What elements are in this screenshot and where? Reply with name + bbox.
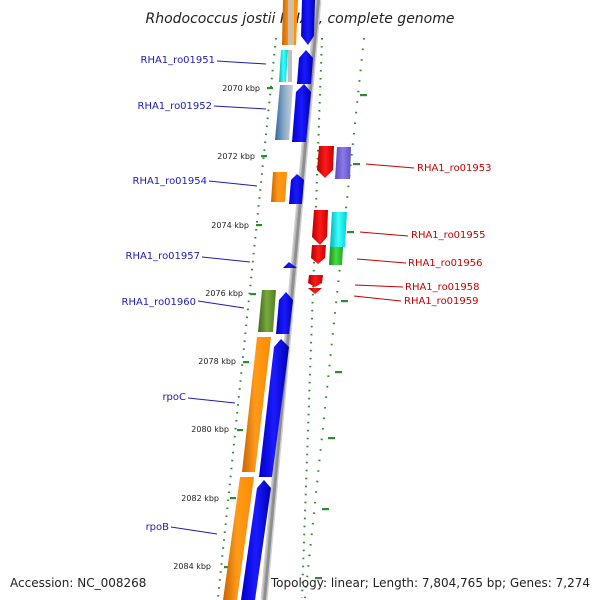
gene-label: rpoC [162,392,186,403]
scale-label: 2072 kbp [217,152,255,161]
scale-label: 2084 kbp [173,562,211,571]
gene-ro01954 [271,172,287,202]
scale-label: 2070 kbp [222,84,260,93]
gene-rpoB [223,477,254,600]
right-label-connectors [353,163,415,302]
gene-rpoC [242,337,271,472]
gene-label: RHA1_ro01959 [404,296,479,307]
gene-ro01955 [312,210,328,245]
inner-left-dotted-track [217,37,277,599]
gene-label: RHA1_ro01953 [417,163,492,174]
scale-label: 2080 kbp [191,425,229,434]
gene-label: RHA1_ro01960 [122,297,197,308]
scale-label: 2074 kbp [211,221,249,230]
gene-label: RHA1_ro01955 [411,230,486,241]
gene-feature-red [311,245,326,264]
reverse-strand-features [308,146,351,294]
gene-ro01951 [279,50,288,82]
gene-feature-purple [335,147,351,179]
accession-text: Accession: NC_008268 [10,576,147,590]
gene-feature-blue [289,174,304,204]
gene-feature-blue [276,292,293,334]
left-label-connectors [170,60,267,535]
gene-label: RHA1_ro01951 [141,55,216,66]
gene-feature-cyan [330,212,347,247]
gene-label: RHA1_ro01952 [138,101,213,112]
right-feature-labels: RHA1_ro01953 RHA1_ro01955 RHA1_ro01956 R… [404,163,492,307]
gene-feature-blue [259,339,289,477]
gene-label: RHA1_ro01954 [133,176,208,187]
gene-ro01956 [329,247,343,265]
gene-ro01957 [283,262,297,268]
gene-ro01952 [275,85,293,140]
gene-feature-blue [292,84,311,142]
scale-label: 2076 kbp [205,289,243,298]
outer-right-dotted-track [304,37,365,599]
map-title: Rhodococcus jostii RHA1, complete genome [145,11,454,27]
gene-ro01960 [258,290,276,332]
gene-feature-blue [301,0,315,45]
gene-label: RHA1_ro01958 [405,282,480,293]
gene-ro01958 [308,275,323,287]
gene-feature-blue [297,50,313,84]
gene-ro01959 [308,288,322,294]
topology-text: Topology: linear; Length: 7,804,765 bp; … [270,576,590,590]
gene-label: RHA1_ro01956 [408,258,483,269]
forward-strand-features [223,0,315,600]
gene-label: RHA1_ro01957 [126,251,201,262]
gene-feature-blue [241,480,271,600]
inner-right-dotted-track [301,37,323,599]
scale-label: 2078 kbp [198,357,236,366]
scale-ticks [224,87,367,580]
left-feature-labels: RHA1_ro01951 RHA1_ro01952 RHA1_ro01954 R… [122,55,216,533]
scale-labels: 2070 kbp 2072 kbp 2074 kbp 2076 kbp 2078… [173,84,260,571]
gene-label: rpoB [146,522,170,533]
gene-ro01953 [317,146,334,178]
scale-label: 2082 kbp [181,494,219,503]
